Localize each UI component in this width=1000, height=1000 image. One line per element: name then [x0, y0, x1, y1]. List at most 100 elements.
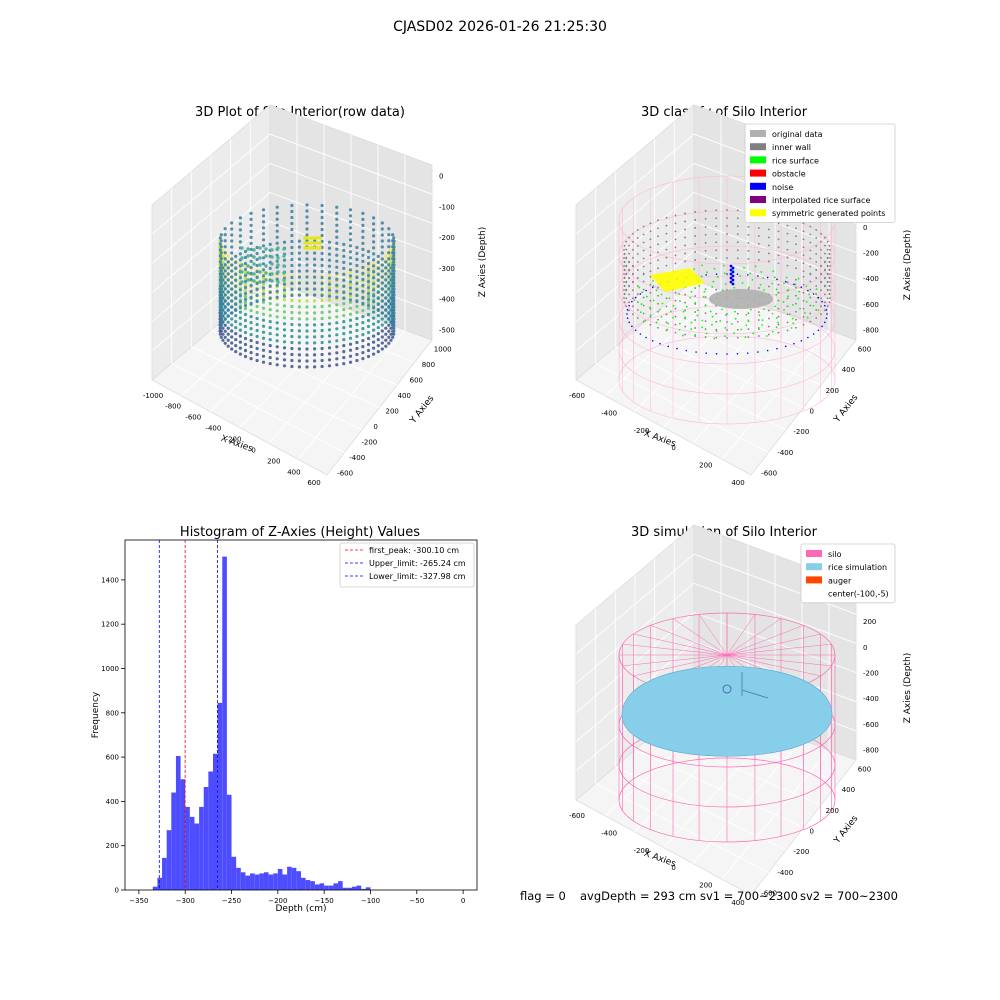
- raw-point-high: [312, 246, 316, 250]
- x-tick-label: −250: [222, 897, 241, 905]
- histogram-bar: [282, 874, 288, 890]
- raw-point: [376, 302, 380, 306]
- inner-wall-point: [802, 238, 805, 241]
- inner-wall-point: [674, 230, 677, 233]
- raw-point: [290, 346, 294, 351]
- raw-point: [320, 269, 324, 274]
- inner-wall-point: [636, 309, 639, 311]
- raw-point: [366, 348, 371, 353]
- rice-surface-point: [787, 295, 790, 298]
- inner-wall-point: [649, 291, 652, 294]
- inner-wall-point: [777, 262, 780, 265]
- raw-point: [335, 315, 339, 319]
- raw-point-high: [315, 241, 319, 245]
- raw-point: [238, 346, 242, 350]
- raw-point: [380, 227, 384, 231]
- inner-wall-point: [657, 286, 659, 289]
- raw-point: [230, 269, 234, 273]
- raw-point: [290, 257, 294, 262]
- rice-surface-point: [761, 319, 764, 322]
- raw-point: [387, 341, 391, 345]
- raw-point: [372, 252, 376, 256]
- x-tick-label: 0: [671, 864, 675, 872]
- noise-point: [776, 278, 778, 281]
- raw-point: [297, 269, 301, 273]
- inner-wall-point: [674, 299, 677, 302]
- raw-point: [366, 267, 371, 272]
- raw-point: [389, 302, 393, 306]
- inner-wall-point: [767, 285, 770, 288]
- raw-point: [226, 332, 230, 336]
- inner-wall-point: [824, 252, 826, 255]
- raw-point: [230, 293, 234, 297]
- inner-wall-point: [815, 237, 818, 239]
- raw-point-high: [312, 241, 316, 245]
- raw-point: [305, 341, 309, 345]
- inner-wall-point: [665, 321, 668, 324]
- raw-point: [230, 305, 234, 309]
- raw-point: [327, 358, 332, 362]
- inner-wall-point: [820, 305, 822, 308]
- raw-point: [392, 278, 396, 282]
- raw-point: [234, 272, 238, 276]
- rice-surface-point: [806, 316, 809, 319]
- silo-roof-rib: [726, 643, 832, 656]
- raw-point: [243, 267, 248, 272]
- inner-wall-point: [636, 301, 639, 303]
- rice-surface-point: [791, 317, 794, 320]
- raw-point: [387, 269, 391, 273]
- noise-point: [726, 353, 728, 355]
- rice-surface-point: [678, 322, 681, 325]
- histogram-bar: [208, 771, 213, 890]
- histogram-bar: [296, 871, 301, 890]
- raw-point: [255, 304, 259, 309]
- raw-point: [255, 322, 259, 327]
- inner-wall-point: [684, 309, 687, 312]
- inner-wall-point: [829, 273, 831, 275]
- raw-point: [348, 298, 353, 302]
- rice-surface-point: [682, 310, 685, 313]
- raw-point: [275, 333, 279, 337]
- inner-wall-point: [826, 288, 829, 291]
- legend-label: center(-100,-5): [828, 590, 889, 599]
- inner-wall-point: [632, 256, 634, 259]
- inner-wall-point: [747, 336, 750, 339]
- raw-point: [249, 253, 253, 257]
- raw-point: [255, 340, 259, 345]
- rice-surface-point: [701, 326, 704, 329]
- raw-point: [255, 281, 259, 286]
- inner-wall-point: [820, 313, 822, 316]
- inner-wall-point: [828, 252, 831, 255]
- inner-wall-point: [704, 249, 707, 252]
- raw-point: [226, 260, 230, 264]
- noise-point: [705, 274, 708, 276]
- inner-wall-point: [815, 229, 818, 231]
- raw-point: [218, 332, 222, 336]
- raw-point-high: [306, 246, 310, 250]
- raw-point: [380, 275, 384, 279]
- raw-point: [355, 322, 359, 327]
- noise-point: [667, 345, 670, 348]
- inner-wall-point: [649, 270, 652, 273]
- x-tick-label: -800: [165, 403, 181, 411]
- raw-point: [320, 227, 324, 232]
- raw-point: [282, 316, 287, 320]
- raw-point: [243, 279, 248, 284]
- original-data-cluster: [709, 289, 773, 309]
- raw-point: [234, 320, 238, 324]
- raw-point: [391, 275, 395, 279]
- raw-point: [261, 306, 266, 310]
- raw-point: [313, 263, 317, 267]
- x-tick-label: -400: [601, 829, 617, 837]
- plot-frame: [124, 539, 478, 891]
- inner-wall-point: [786, 313, 789, 316]
- raw-point: [297, 281, 301, 285]
- raw-point: [234, 326, 238, 330]
- raw-point: [380, 293, 384, 297]
- inner-wall-point: [777, 291, 780, 294]
- histogram-bar: [180, 779, 186, 890]
- grid-line: [151, 133, 433, 235]
- raw-point: [348, 306, 353, 310]
- histogram-bar: [199, 806, 204, 890]
- inner-wall-point: [777, 315, 780, 318]
